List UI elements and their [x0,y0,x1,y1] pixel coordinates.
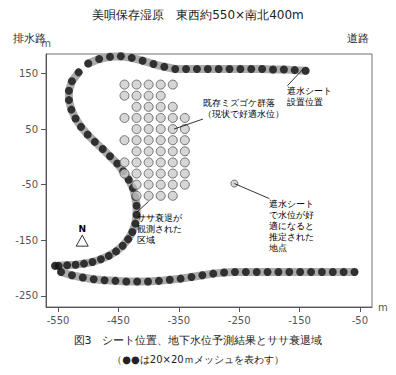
svg-text:遮水シート: 遮水シート [269,199,314,209]
svg-text:50: 50 [25,124,38,135]
svg-text:観測された: 観測された [137,224,182,234]
svg-text:地点: 地点 [268,243,287,253]
svg-text:遮水シート: 遮水シート [287,86,332,96]
svg-text:-250: -250 [15,290,38,301]
svg-text:区域: 区域 [137,235,155,245]
svg-text:m: m [41,37,51,49]
svg-text:-150: -150 [15,235,38,246]
svg-text:で水位が好: で水位が好 [269,210,314,220]
svg-text:-150: -150 [288,315,311,326]
svg-text:-450: -450 [107,315,130,326]
svg-text:-550: -550 [47,315,70,326]
svg-text:m: m [378,302,388,313]
svg-text:美唄保存湿原 東西約550×南北400m: 美唄保存湿原 東西約550×南北400m [92,8,304,22]
svg-text:-50: -50 [22,179,38,190]
svg-text:（現状で好適水位）: （現状で好適水位） [203,109,284,119]
svg-text:（●●は20×20ｍメッシュを表わす）: （●●は20×20ｍメッシュを表わす） [112,354,283,365]
svg-text:-50: -50 [352,315,368,326]
svg-text:既存ミズゴケ群落: 既存ミズゴケ群落 [203,98,275,108]
svg-text:道路: 道路 [347,32,369,45]
svg-text:150: 150 [19,68,38,79]
svg-text:ササ衰退が: ササ衰退が [137,213,183,223]
svg-text:図3 シート位置、地下水位予測結果とササ衰退域: 図3 シート位置、地下水位予測結果とササ衰退域 [74,334,323,347]
svg-text:適になると: 適になると [269,221,314,231]
svg-text:排水路: 排水路 [13,32,46,45]
svg-text:設置位置: 設置位置 [287,97,323,107]
svg-text:推定された: 推定された [269,232,314,242]
svg-text:-250: -250 [228,315,251,326]
svg-text:N: N [78,224,86,234]
svg-text:-350: -350 [167,315,190,326]
